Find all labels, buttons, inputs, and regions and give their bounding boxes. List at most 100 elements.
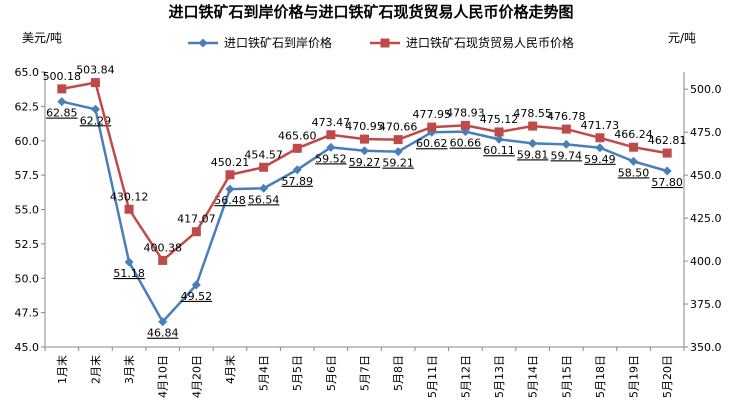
legend-label: 进口铁矿石现货贸易人民币价格 [406,35,574,50]
legend-marker [380,38,390,48]
left-unit: 美元/吨 [22,31,62,45]
data-point [460,120,470,130]
data-point [191,280,201,290]
x-tick-label: 3月末 [122,355,136,384]
axes: 45.0 47.5 50.0 52.5 55.0 57.5 60.0 62.5 65.0 350.… [15,66,722,398]
data-label: 476.78 [547,110,586,123]
left-tick-label: 52.5 [15,238,40,251]
right-unit: 元/吨 [668,31,696,45]
data-label: 478.93 [446,106,485,119]
data-label: 478.55 [513,107,552,120]
right-tick-label: 425.0 [690,212,722,225]
left-tick-label: 60.0 [15,135,40,148]
x-tick-label: 2月末 [88,355,102,384]
right-tick-label: 400.0 [690,255,722,268]
data-point [259,162,269,172]
data-point [629,142,639,152]
x-tick-label: 5月4日 [258,355,271,391]
data-label: 400.38 [143,241,182,254]
series-line-1 [61,100,668,324]
data-point [528,121,538,131]
data-point [494,134,504,144]
data-label: 462.81 [648,134,687,147]
right-tick-label: 350.0 [690,341,722,354]
data-label: 59.52 [315,152,347,165]
data-label: 51.18 [113,267,145,280]
data-point [158,255,168,265]
data-point [158,317,168,327]
data-label: 500.18 [43,70,82,83]
data-point [629,156,639,166]
data-point [393,147,403,157]
data-point [124,257,134,267]
right-tick-label: 375.0 [690,298,722,311]
data-label: 417.07 [177,213,216,226]
x-tick-label: 5月19日 [628,355,641,398]
legend-marker [198,38,208,48]
data-label: 58.50 [618,166,650,179]
data-label: 466.24 [614,128,653,141]
x-tick-label: 5月8日 [392,355,405,391]
x-tick-label: 5月6日 [325,355,338,391]
data-point [662,166,672,176]
x-tick-label: 5月18日 [594,355,607,398]
data-point [225,170,235,180]
data-label: 59.74 [551,149,583,162]
data-point [326,130,336,140]
data-label: 60.66 [450,137,482,150]
right-tick-label: 500.0 [690,83,722,96]
data-point [292,143,302,153]
data-label: 56.48 [214,194,246,207]
x-tick-label: 5月20日 [661,355,674,398]
data-label: 62.29 [80,114,112,127]
data-point [292,165,302,175]
x-tick-label: 4月10日 [157,355,170,398]
x-tick-label: 5月5日 [291,355,304,391]
chart-title: 进口铁矿石到岸价格与进口铁矿石现货贸易人民币价格走势图 [168,3,573,21]
data-label: 49.52 [181,290,213,303]
x-tick-label: 5月11日 [426,355,439,398]
x-tick-label: 4月末 [223,355,237,384]
data-label: 450.21 [211,156,250,169]
data-point [360,146,369,156]
data-point [326,142,336,152]
left-tick-label: 55.0 [15,204,40,217]
right-tick-label: 475.0 [690,126,722,139]
data-label: 430.12 [110,190,149,203]
x-tick-label: 4月20日 [190,355,203,398]
data-point [494,127,504,137]
data-label: 60.62 [416,137,448,150]
x-tick-label: 5月12日 [459,355,472,398]
data-label: 59.81 [517,148,549,161]
legend-label: 进口铁矿石到岸价格 [224,35,332,50]
data-label: 470.66 [379,121,418,134]
data-label: 473.47 [312,116,351,129]
data-point [528,138,538,148]
data-label: 470.95 [345,120,384,133]
left-tick-label: 50.0 [15,272,40,285]
left-tick-label: 62.5 [15,100,40,113]
data-point [225,184,235,194]
right-tick-label: 450.0 [690,169,722,182]
data-label: 62.85 [46,107,78,120]
data-label: 57.80 [651,176,683,189]
data-label: 59.27 [349,156,381,169]
data-point [57,97,67,107]
data-label: 454.57 [244,148,283,161]
data-point [90,78,100,88]
data-label: 46.84 [147,327,179,340]
data-point [191,227,201,237]
data-point [561,124,571,134]
x-tick-label: 5月7日 [359,355,372,391]
data-label: 475.12 [480,113,519,126]
data-point [259,183,269,193]
data-label: 477.95 [413,108,452,121]
data-point [57,84,67,94]
data-point [124,204,134,214]
left-tick-label: 65.0 [15,66,40,79]
left-tick-label: 47.5 [15,307,40,320]
legend: 进口铁矿石到岸价格 进口铁矿石现货贸易人民币价格 [188,35,574,50]
data-label: 465.60 [278,129,317,142]
